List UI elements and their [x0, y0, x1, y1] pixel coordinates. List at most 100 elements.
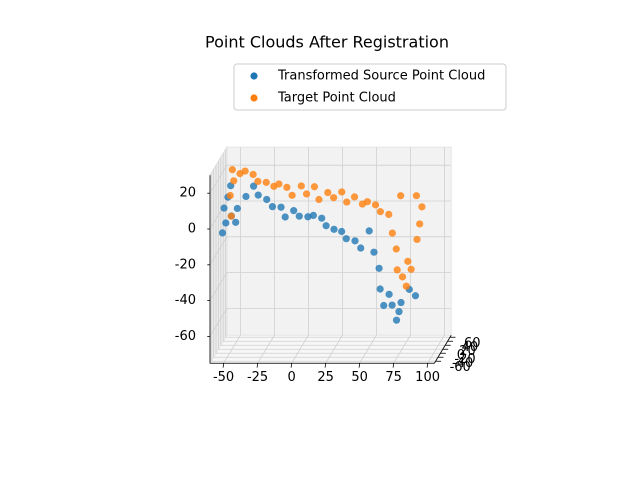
point [392, 245, 400, 253]
x-tick-label: 25 [317, 370, 334, 385]
z-tick-label: -20 [175, 257, 196, 272]
point [297, 182, 305, 190]
y-tick-label: -60 [450, 360, 471, 375]
y-tick-label: 60 [464, 336, 481, 351]
legend-marker [250, 94, 258, 102]
points [218, 166, 426, 324]
point [418, 203, 426, 211]
point [324, 188, 332, 197]
y-axis [434, 335, 452, 364]
point [227, 212, 235, 220]
grid [207, 147, 456, 368]
point [304, 213, 312, 221]
point [380, 301, 388, 310]
point [295, 212, 303, 220]
point [233, 204, 241, 213]
x-tick-label: -50 [213, 370, 234, 385]
y-tick-label: -20 [454, 352, 475, 367]
point [392, 316, 401, 324]
point [228, 166, 236, 174]
x-tick-label: 100 [415, 370, 440, 385]
point [241, 167, 249, 175]
point [263, 195, 271, 204]
legend-label: Transformed Source Point Cloud [277, 69, 485, 84]
point [397, 298, 405, 307]
point [398, 273, 407, 281]
point [338, 188, 346, 196]
point [242, 192, 250, 201]
point [375, 264, 383, 272]
point [302, 190, 311, 198]
point [309, 211, 317, 219]
point [288, 191, 296, 199]
point [315, 195, 323, 204]
point [277, 203, 285, 211]
point [342, 235, 350, 243]
point [275, 180, 283, 188]
point [250, 182, 258, 190]
point [404, 257, 412, 265]
legend-marker [250, 72, 258, 80]
x-tick-label: 0 [287, 370, 295, 385]
x-tick-label: 75 [385, 370, 402, 385]
point [218, 229, 227, 237]
z-tick-label: -60 [175, 329, 196, 344]
point [290, 207, 298, 215]
point [402, 282, 410, 290]
point [395, 308, 403, 316]
point [220, 204, 228, 212]
y-tick-label: -40 [452, 356, 473, 371]
legend: Transformed Source Point Cloud Target Poi… [250, 69, 485, 106]
point [412, 192, 421, 200]
point [322, 222, 330, 230]
point [230, 177, 238, 185]
point [281, 213, 289, 221]
point [330, 225, 338, 233]
point [376, 285, 384, 293]
point [222, 219, 230, 227]
y-tick-label: 40 [462, 340, 479, 355]
point [376, 208, 384, 216]
legend-label: Target Point Cloud [277, 91, 396, 106]
point [351, 237, 359, 245]
y-tick-label: 0 [457, 348, 465, 363]
point [385, 290, 393, 298]
point [385, 210, 393, 218]
x-tick-label: 50 [351, 370, 368, 385]
point [343, 198, 351, 206]
point [226, 191, 234, 200]
point [268, 203, 277, 211]
z-tick-label: -40 [175, 293, 196, 308]
point [416, 220, 424, 228]
point [318, 214, 326, 222]
point [371, 201, 380, 209]
point [365, 227, 373, 235]
point [388, 301, 396, 309]
axes-panes [209, 145, 453, 366]
point [249, 170, 257, 179]
point [262, 178, 270, 186]
point [370, 248, 378, 256]
point [397, 192, 405, 200]
point [357, 244, 365, 252]
point [350, 193, 359, 201]
tick-labels: -50 -25 0 25 50 75 100-60-40-20020-60-40-20020… [175, 186, 481, 385]
point [393, 266, 401, 274]
point [254, 191, 262, 199]
point [413, 235, 421, 244]
point [388, 229, 396, 237]
chart-title: Point Clouds After Registration [205, 33, 449, 52]
z-tick-label: 0 [188, 222, 196, 237]
point [283, 183, 291, 191]
x-tick-label: -25 [247, 370, 268, 385]
point [363, 198, 371, 206]
point [407, 265, 415, 273]
point [254, 177, 262, 185]
point [330, 194, 338, 202]
point [310, 183, 319, 191]
z-tick-label: 20 [179, 186, 196, 201]
point [232, 218, 240, 226]
legend-box [233, 63, 507, 111]
point [411, 292, 420, 300]
